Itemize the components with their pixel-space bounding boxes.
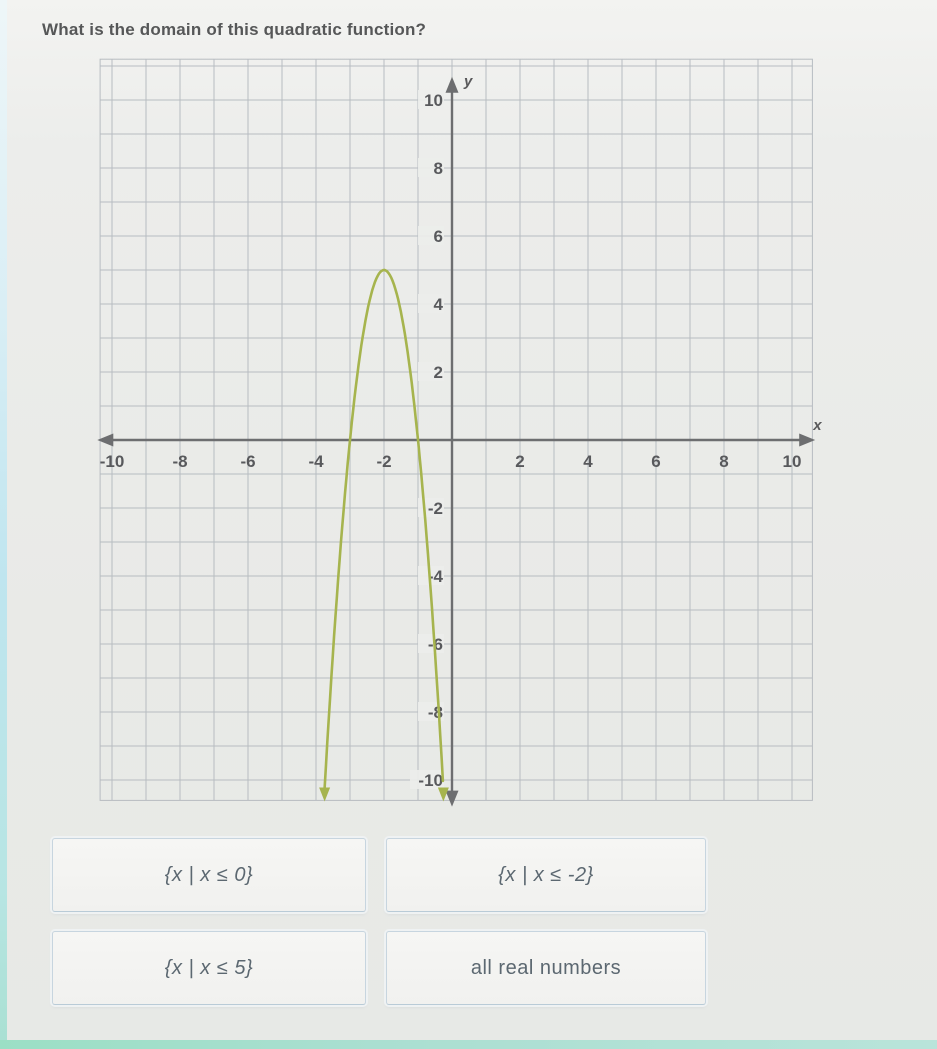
axes: xy [97, 73, 822, 807]
y-tick-label: 6 [434, 227, 443, 246]
y-tick-label: 10 [424, 91, 443, 110]
parabola-right-arrow [437, 787, 449, 802]
parabola-curve [323, 268, 445, 790]
x-axis-right-arrow [799, 433, 816, 447]
y-tick-label: 2 [434, 363, 443, 382]
x-tick-label: -10 [100, 452, 125, 471]
answer-option-x-le-5[interactable]: {x | x ≤ 5} [52, 931, 366, 1005]
y-axis-up-arrow [445, 76, 459, 93]
x-tick-label: -8 [172, 452, 187, 471]
left-edge-strip [0, 0, 7, 1049]
x-tick-label: -2 [376, 452, 391, 471]
answer-option-x-le-0[interactable]: {x | x ≤ 0} [52, 838, 366, 912]
x-tick-label: 6 [651, 452, 660, 471]
y-tick-label: 4 [434, 295, 444, 314]
y-tick-label: -8 [428, 703, 443, 722]
x-axis-left-arrow [97, 433, 114, 447]
x-tick-label: -4 [308, 452, 324, 471]
answer-options: {x | x ≤ 0} {x | x ≤ -2} {x | x ≤ 5} all… [52, 838, 706, 1005]
x-tick-label: 2 [515, 452, 524, 471]
answer-option-x-le-neg-2[interactable]: {x | x ≤ -2} [386, 838, 706, 912]
parabola-left-arrow [319, 787, 331, 802]
y-tick-label: -4 [428, 567, 444, 586]
x-tick-label: -6 [240, 452, 255, 471]
answer-option-all-real-numbers[interactable]: all real numbers [386, 931, 706, 1005]
question-title: What is the domain of this quadratic fun… [42, 20, 427, 39]
y-tick-label: 8 [434, 159, 443, 178]
x-tick-label: 10 [783, 452, 802, 471]
bottom-edge-strip [0, 1040, 937, 1049]
x-tick-label: 8 [719, 452, 728, 471]
grid-lines [99, 58, 813, 801]
y-axis-label: y [463, 73, 473, 90]
y-axis-down-arrow [445, 790, 459, 807]
y-tick-label: -2 [428, 499, 443, 518]
x-tick-label: 4 [583, 452, 593, 471]
x-axis-label: x [812, 417, 822, 434]
y-tick-label: -10 [418, 771, 443, 790]
